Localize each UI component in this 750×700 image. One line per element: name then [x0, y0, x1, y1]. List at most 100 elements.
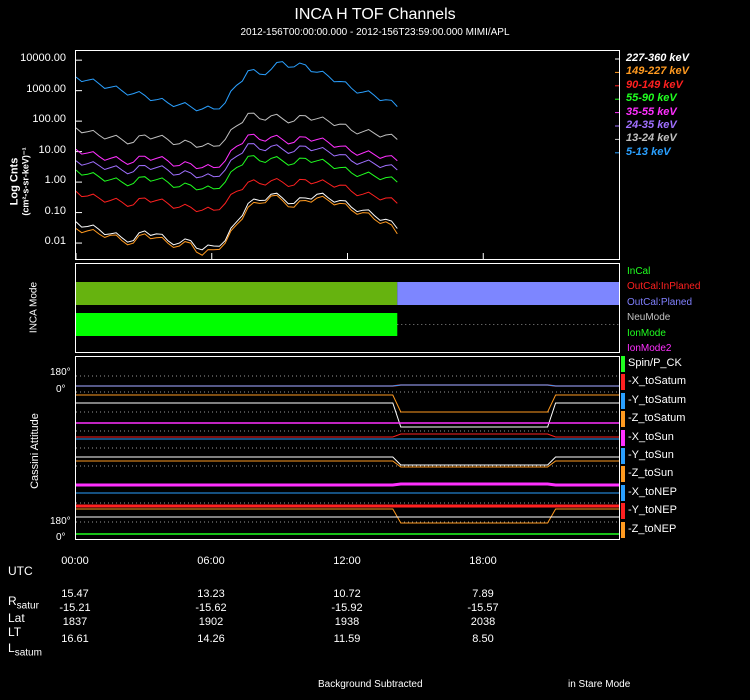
tof-plot — [76, 58, 619, 259]
footer-stare-note: in Stare Mode — [568, 679, 631, 690]
mode-legend-OutCalInPlaned: OutCal:InPlaned — [627, 281, 701, 293]
eph-r-1: 13.23 — [197, 588, 225, 600]
attitude-legend-swatch — [621, 503, 625, 520]
legend-item-5-13-keV: 5-13 keV — [626, 145, 671, 158]
eph-l-3: 8.50 — [472, 633, 494, 645]
series-line-227-360-keV — [76, 192, 398, 251]
mode-bar-InCal — [76, 282, 398, 305]
attitude-legend-swatch — [621, 448, 625, 464]
eph-r-3: 7.89 — [472, 588, 494, 600]
tof-y-tick-label: 0.10 — [44, 204, 66, 217]
series-line-149-227-keV — [76, 194, 398, 256]
tof-y-tick-label: 10.00 — [38, 143, 66, 156]
mode-plot — [76, 282, 619, 336]
attitude-legend-XtoSatum: -X_toSatum — [628, 375, 687, 388]
time-tick-0000: 00:00 — [61, 555, 89, 567]
attitude-legend-XtoSun: -X_toSun — [628, 430, 674, 443]
eph-l-0: 16.61 — [61, 633, 89, 645]
tof-y-tick-label: 100.00 — [32, 113, 66, 126]
eph-l-2: 11.59 — [333, 633, 361, 645]
attitude-legend-ZtoSun: -Z_toSun — [628, 467, 674, 480]
attitude-trace — [76, 460, 619, 468]
attitude-legend-swatch — [621, 374, 625, 391]
attitude-y-label: Cassini Attitude — [29, 413, 41, 489]
eph-label-r: Rsatur — [8, 594, 39, 612]
legend-item-24-35-keV: 24-35 keV — [626, 119, 677, 131]
time-tick-0600: 06:00 — [197, 555, 225, 567]
eph-lt-2: 1938 — [334, 616, 360, 628]
mode-legend-OutCalPlaned: OutCal:Planed — [627, 296, 693, 308]
mode-y-label: INCA Mode — [28, 281, 40, 334]
eph-lat-3: -15.57 — [467, 602, 499, 614]
attitude-trace — [76, 456, 619, 466]
attitude-trace — [76, 508, 619, 524]
legend-item-227-360-keV: 227-360 keV — [626, 52, 689, 64]
eph-lat-2: -15.92 — [331, 602, 363, 614]
eph-lt-0: 1837 — [62, 616, 88, 628]
attitude-trace — [76, 402, 619, 428]
mode-legend-InCal: InCal — [627, 266, 651, 277]
attitude-legend-swatch — [621, 429, 625, 446]
time-tick-1200: 12:00 — [333, 555, 361, 567]
attitude-tick-bottom-b: 0° — [56, 532, 66, 543]
tof-y-tick-label: 0.01 — [44, 235, 66, 248]
attitude-legend-YtoSun: -Y_toSun — [628, 449, 674, 461]
legend-item-55-90-keV: 55-90 keV — [626, 92, 677, 105]
tof-y-tick-label: 1000.00 — [26, 82, 66, 95]
attitude-legend-XtoNEP: -X_toNEP — [628, 485, 677, 498]
tof-y-tick-label: 1.00 — [44, 174, 66, 187]
attitude-tick-top-b: 0° — [56, 384, 66, 395]
series-line-35-55-keV — [76, 133, 398, 170]
attitude-legend-swatch — [621, 484, 625, 501]
series-line-55-90-keV — [76, 155, 398, 191]
footer-background-note: Background Subtracted — [318, 679, 423, 690]
attitude-panel — [75, 356, 620, 540]
legend-item-149-227-keV: 149-227 keV — [626, 65, 689, 78]
attitude-trace — [76, 433, 619, 438]
tof-y-label: Log Cnts (cm²-s-sr-keV)⁻¹ — [8, 147, 31, 216]
attitude-legend-ZtoSatum: -Z_toSatum — [628, 412, 686, 425]
eph-label-lat: Lat — [8, 611, 25, 625]
series-line-13-24-keV — [76, 112, 398, 148]
attitude-legend-swatch — [621, 356, 625, 372]
time-tick-1800: 18:00 — [469, 555, 497, 567]
attitude-legend-SpinPCK: Spin/P_CK — [628, 357, 682, 369]
series-line-24-35-keV — [76, 143, 398, 179]
attitude-tick-bottom-a: 180° — [50, 516, 71, 527]
eph-lt-1: 1902 — [198, 616, 224, 628]
eph-label-l: Lsatum — [8, 641, 42, 659]
attitude-legend-swatch — [621, 521, 625, 538]
attitude-trace — [76, 384, 619, 387]
utc-label: UTC — [8, 564, 33, 578]
eph-label-lt: LT — [8, 625, 22, 639]
eph-lt-3: 2038 — [470, 616, 496, 628]
attitude-legend-YtoSatum: -Y_toSatum — [628, 393, 687, 406]
eph-lat-0: -15.21 — [59, 602, 91, 614]
chart-subtitle: 2012-156T00:00:00.000 - 2012-156T23:59:0… — [240, 27, 510, 38]
attitude-legend-swatch — [621, 466, 625, 483]
attitude-trace — [76, 482, 619, 487]
mode-legend-IonMode2: IonMode2 — [627, 343, 672, 354]
attitude-tick-top-a: 180° — [50, 367, 71, 378]
mode-bar-OutCalPlaned — [397, 282, 619, 305]
attitude-legend-swatch — [621, 392, 625, 409]
attitude-legend-ZtoNEP: -Z_toNEP — [628, 522, 677, 535]
legend-item-35-55-keV: 35-55 keV — [626, 105, 677, 118]
attitude-legend-YtoNEP: -Y_toNEP — [628, 504, 677, 517]
eph-r-0: 15.47 — [61, 588, 89, 600]
attitude-legend-swatch — [621, 411, 625, 428]
attitude-trace — [76, 394, 619, 413]
mode-legend-NeuMode: NeuMode — [627, 312, 671, 324]
tof-y-tick-label: 10000.00 — [20, 52, 66, 65]
eph-r-2: 10.72 — [333, 588, 361, 600]
chart-title: INCA H TOF Channels — [294, 6, 456, 23]
legend-item-13-24-keV: 13-24 keV — [626, 132, 677, 145]
attitude-plot — [76, 375, 619, 535]
eph-l-1: 14.26 — [197, 633, 225, 645]
series-line-5-13-keV — [76, 61, 398, 112]
eph-lat-1: -15.62 — [195, 602, 227, 614]
series-line-90-149-keV — [76, 177, 398, 213]
tof-panel — [75, 50, 620, 260]
mode-legend-IonMode: IonMode — [627, 327, 666, 339]
mode-bar-IonMode — [76, 313, 398, 336]
